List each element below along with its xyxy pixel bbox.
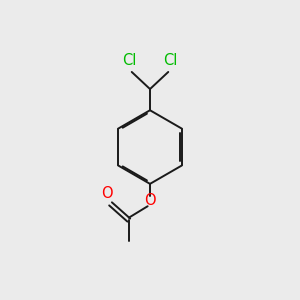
Text: O: O — [101, 186, 113, 201]
Text: Cl: Cl — [164, 53, 178, 68]
Text: O: O — [144, 194, 156, 208]
Text: Cl: Cl — [122, 53, 136, 68]
